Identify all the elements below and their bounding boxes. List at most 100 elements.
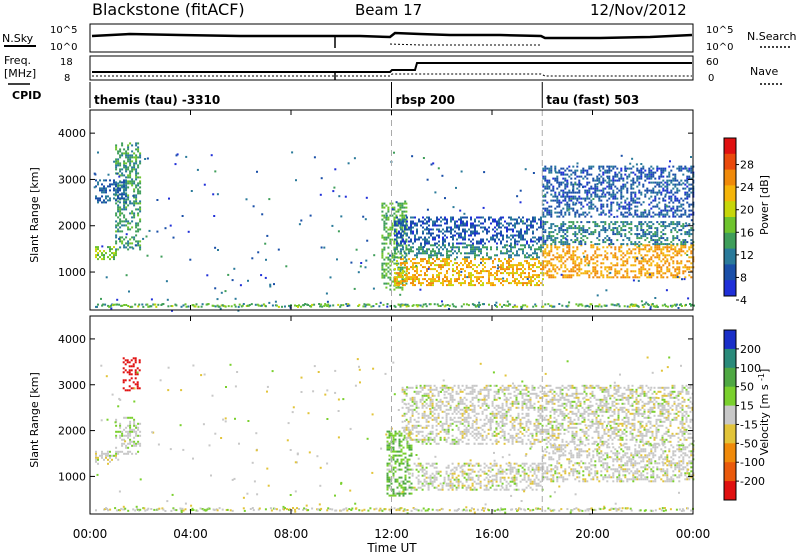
heatmap-cell (556, 246, 559, 249)
heatmap-cell (466, 276, 469, 279)
heatmap-cell (576, 237, 579, 240)
heatmap-cell (430, 218, 432, 221)
heatmap-cell (634, 260, 637, 263)
range-tick-label: 3000 (58, 173, 86, 186)
heatmap-cell (137, 182, 140, 185)
heatmap-cell (638, 241, 641, 244)
heatmap-cell (514, 224, 516, 227)
heatmap-cell (506, 278, 508, 281)
heatmap-cell (616, 239, 619, 242)
heatmap-cell (131, 184, 134, 187)
heatmap-cell (584, 272, 587, 275)
heatmap-cell (464, 228, 466, 231)
heatmap-cell (450, 216, 452, 219)
heatmap-cell (636, 225, 639, 228)
heatmap-cell (115, 166, 118, 169)
heatmap-cell (447, 476, 450, 479)
heatmap-cell (266, 234, 269, 237)
heatmap-cell (431, 476, 434, 479)
heatmap-cell (574, 203, 577, 206)
heatmap-cell (394, 278, 396, 281)
heatmap-cell (625, 170, 628, 172)
heatmap-cell (460, 236, 462, 239)
heatmap-cell (612, 231, 615, 234)
heatmap-cell (666, 185, 669, 188)
heatmap-cell (552, 254, 555, 257)
heatmap-cell (394, 462, 397, 465)
heatmap-cell (414, 240, 416, 243)
heatmap-cell (564, 187, 567, 190)
heatmap-cell (660, 243, 663, 246)
heatmap-cell (269, 285, 272, 288)
heatmap-cell (462, 220, 464, 223)
heatmap-cell (604, 187, 607, 190)
heatmap-cell (534, 220, 536, 223)
heatmap-cell (616, 173, 619, 176)
heatmap-cell (562, 244, 565, 247)
heatmap-cell (578, 185, 581, 188)
heatmap-cell (462, 278, 464, 281)
heatmap-cell (676, 197, 679, 200)
heatmap-cell (111, 248, 113, 251)
heatmap-cell (478, 240, 480, 243)
heatmap-cell (638, 246, 641, 249)
heatmap-cell (522, 222, 524, 225)
heatmap-cell (608, 165, 611, 168)
heatmap-cell (518, 216, 520, 219)
heatmap-cell (620, 205, 623, 208)
heatmap-cell (438, 258, 440, 261)
heatmap-cell (396, 272, 398, 275)
heatmap-cell (598, 173, 601, 176)
heatmap-cell (156, 230, 159, 233)
heatmap-cell (606, 171, 609, 174)
heatmap-cell (650, 227, 653, 230)
heatmap-cell (636, 246, 639, 249)
heatmap-cell (646, 177, 649, 180)
heatmap-cell (550, 211, 553, 214)
heatmap-cell (568, 197, 571, 200)
heatmap-cell (489, 470, 492, 473)
heatmap-cell (626, 215, 629, 218)
heatmap-cell (456, 226, 458, 229)
heatmap-cell (457, 480, 460, 483)
heatmap-cell (115, 450, 118, 453)
heatmap-cell (401, 212, 404, 215)
heatmap-cell (490, 256, 492, 259)
heatmap-cell (634, 241, 637, 244)
heatmap-cell (458, 228, 460, 231)
heatmap-cell (117, 189, 119, 192)
heatmap-cell (115, 214, 118, 217)
heatmap-cell (406, 228, 408, 231)
heatmap-cell (518, 248, 520, 251)
heatmap-cell (572, 268, 575, 271)
heatmap-cell (682, 182, 685, 185)
heatmap-cell (560, 229, 563, 232)
heatmap-cell (522, 238, 524, 241)
noise-panel-frame (89, 23, 694, 53)
heatmap-cell (634, 199, 637, 202)
heatmap-cell (614, 175, 617, 178)
heatmap-cell (406, 470, 409, 473)
heatmap-cell (624, 173, 627, 176)
heatmap-cell (135, 424, 138, 427)
heatmap-cell (386, 472, 389, 475)
heatmap-cell (430, 262, 432, 265)
heatmap-cell (448, 254, 450, 257)
heatmap-cell (406, 460, 409, 463)
heatmap-cell (542, 225, 545, 228)
heatmap-cell (119, 212, 122, 215)
heatmap-cell (414, 278, 416, 281)
heatmap-cell (614, 171, 617, 174)
heatmap-cell (648, 248, 651, 251)
heatmap-cell (418, 262, 420, 265)
heatmap-cell (396, 240, 398, 243)
heatmap-cell (398, 230, 400, 233)
heatmap-cell (618, 246, 621, 249)
heatmap-cell (125, 170, 128, 173)
heatmap-cell (650, 248, 653, 251)
heatmap-cell (664, 215, 667, 218)
heatmap-cell (616, 203, 619, 206)
heatmap-cell (480, 252, 482, 255)
heatmap-cell (487, 466, 490, 469)
heatmap-cell (381, 264, 384, 267)
